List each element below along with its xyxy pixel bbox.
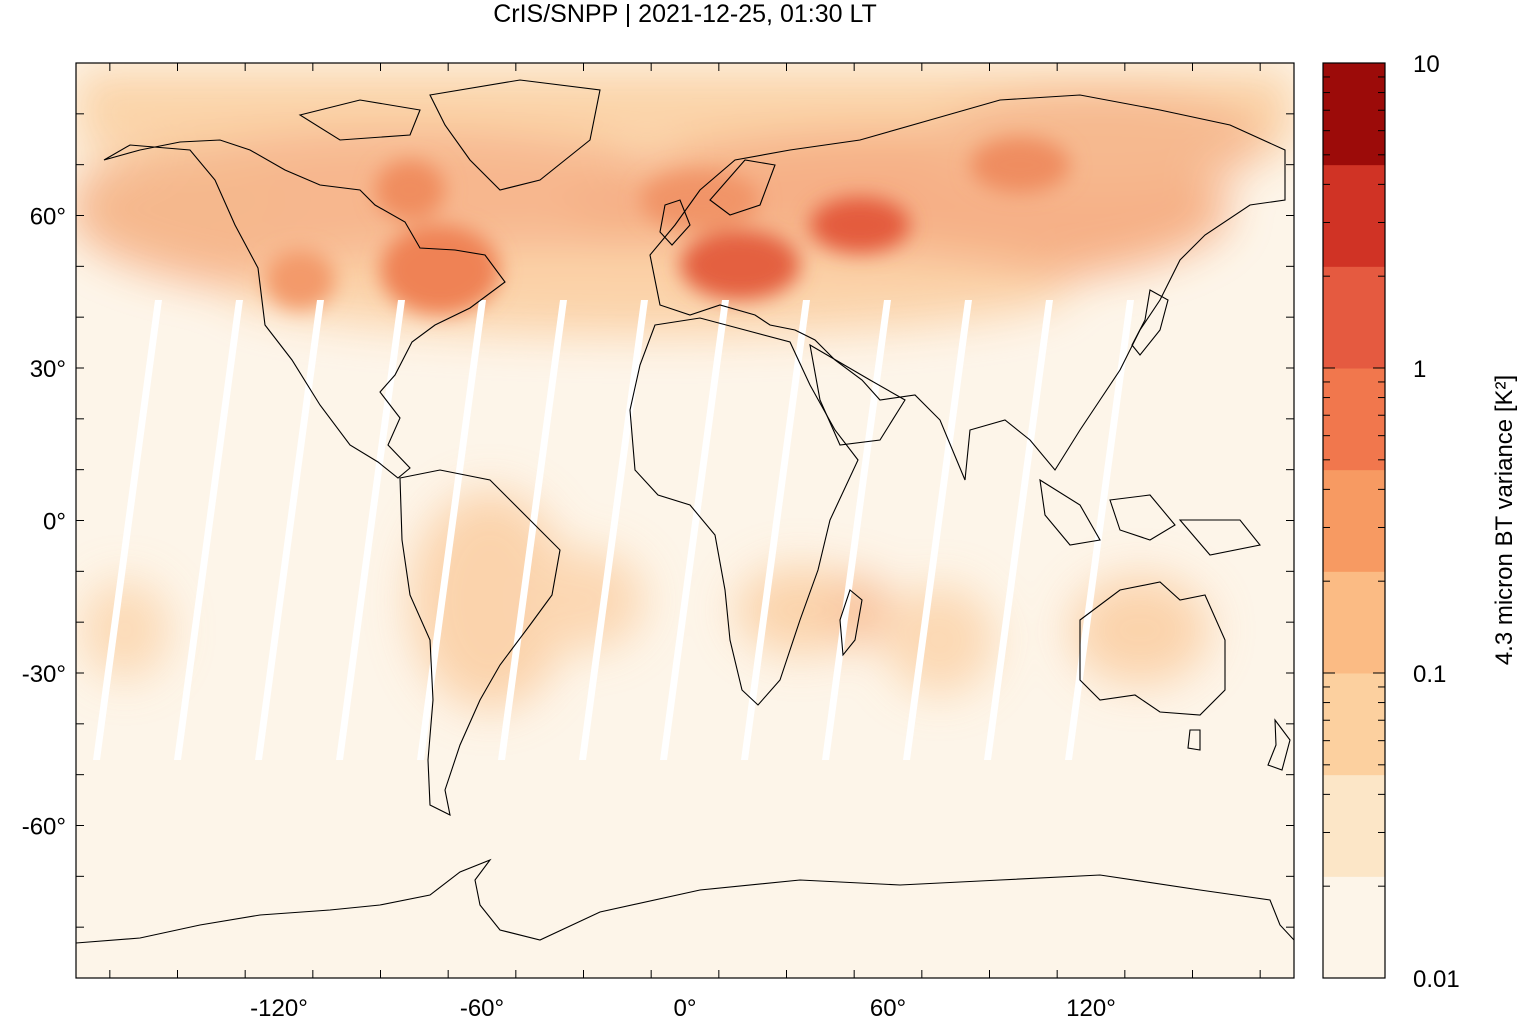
colorbar-tick-label: 10: [1413, 51, 1440, 78]
x-tick-label: -60°: [460, 995, 504, 1020]
coastlines: [76, 79, 1294, 944]
orbit-gap: [741, 300, 810, 760]
colorbar: 10 1 0.1 0.01: [1322, 51, 1460, 993]
y-tick-label: 60°: [30, 204, 66, 231]
orbit-gaps: [93, 300, 1134, 760]
orbit-gap: [255, 300, 324, 760]
colorbar-tick-label: 0.1: [1413, 661, 1446, 688]
chart-title: CrIS/SNPP | 2021-12-25, 01:30 LT: [493, 0, 877, 28]
orbit-gap: [903, 300, 972, 760]
x-tick-label: 0°: [674, 995, 697, 1020]
orbit-gap: [174, 300, 243, 760]
x-axis: -120° -60° 0° 60° 120°: [109, 63, 1261, 1020]
colorbar-swatch: [1323, 673, 1385, 776]
orbit-gap: [336, 300, 405, 760]
y-tick-label: -60°: [22, 814, 66, 841]
orbit-gap: [984, 300, 1053, 760]
y-tick-label: -30°: [22, 661, 66, 688]
variance-field: [76, 70, 1294, 760]
colorbar-tick-label: 0.01: [1413, 966, 1460, 993]
colorbar-swatch: [1323, 774, 1385, 877]
colorbar-swatch: [1323, 571, 1385, 674]
colorbar-frame: [1322, 62, 1386, 979]
orbit-gap: [1065, 300, 1134, 760]
colorbar-swatch: [1323, 876, 1385, 979]
x-tick-label: 120°: [1066, 995, 1116, 1020]
x-tick-label: -120°: [250, 995, 308, 1020]
y-axis: 60° 30° 0° -30° -60°: [22, 113, 1294, 928]
colorbar-tick-label: 1: [1413, 356, 1426, 383]
colorbar-swatch: [1323, 368, 1385, 471]
orbit-gap: [822, 300, 891, 760]
x-tick-label: 60°: [870, 995, 906, 1020]
colorbar-swatch: [1323, 164, 1385, 267]
orbit-gap: [93, 300, 162, 760]
colorbar-swatch: [1323, 266, 1385, 369]
orbit-gap: [417, 300, 486, 760]
y-tick-label: 0°: [43, 509, 66, 536]
y-tick-label: 30°: [30, 356, 66, 383]
colorbar-swatch: [1323, 469, 1385, 572]
orbit-gap: [660, 300, 729, 760]
colorbar-label: 4.3 micron BT variance [K²]: [1491, 375, 1518, 665]
colorbar-swatch: [1323, 63, 1385, 166]
